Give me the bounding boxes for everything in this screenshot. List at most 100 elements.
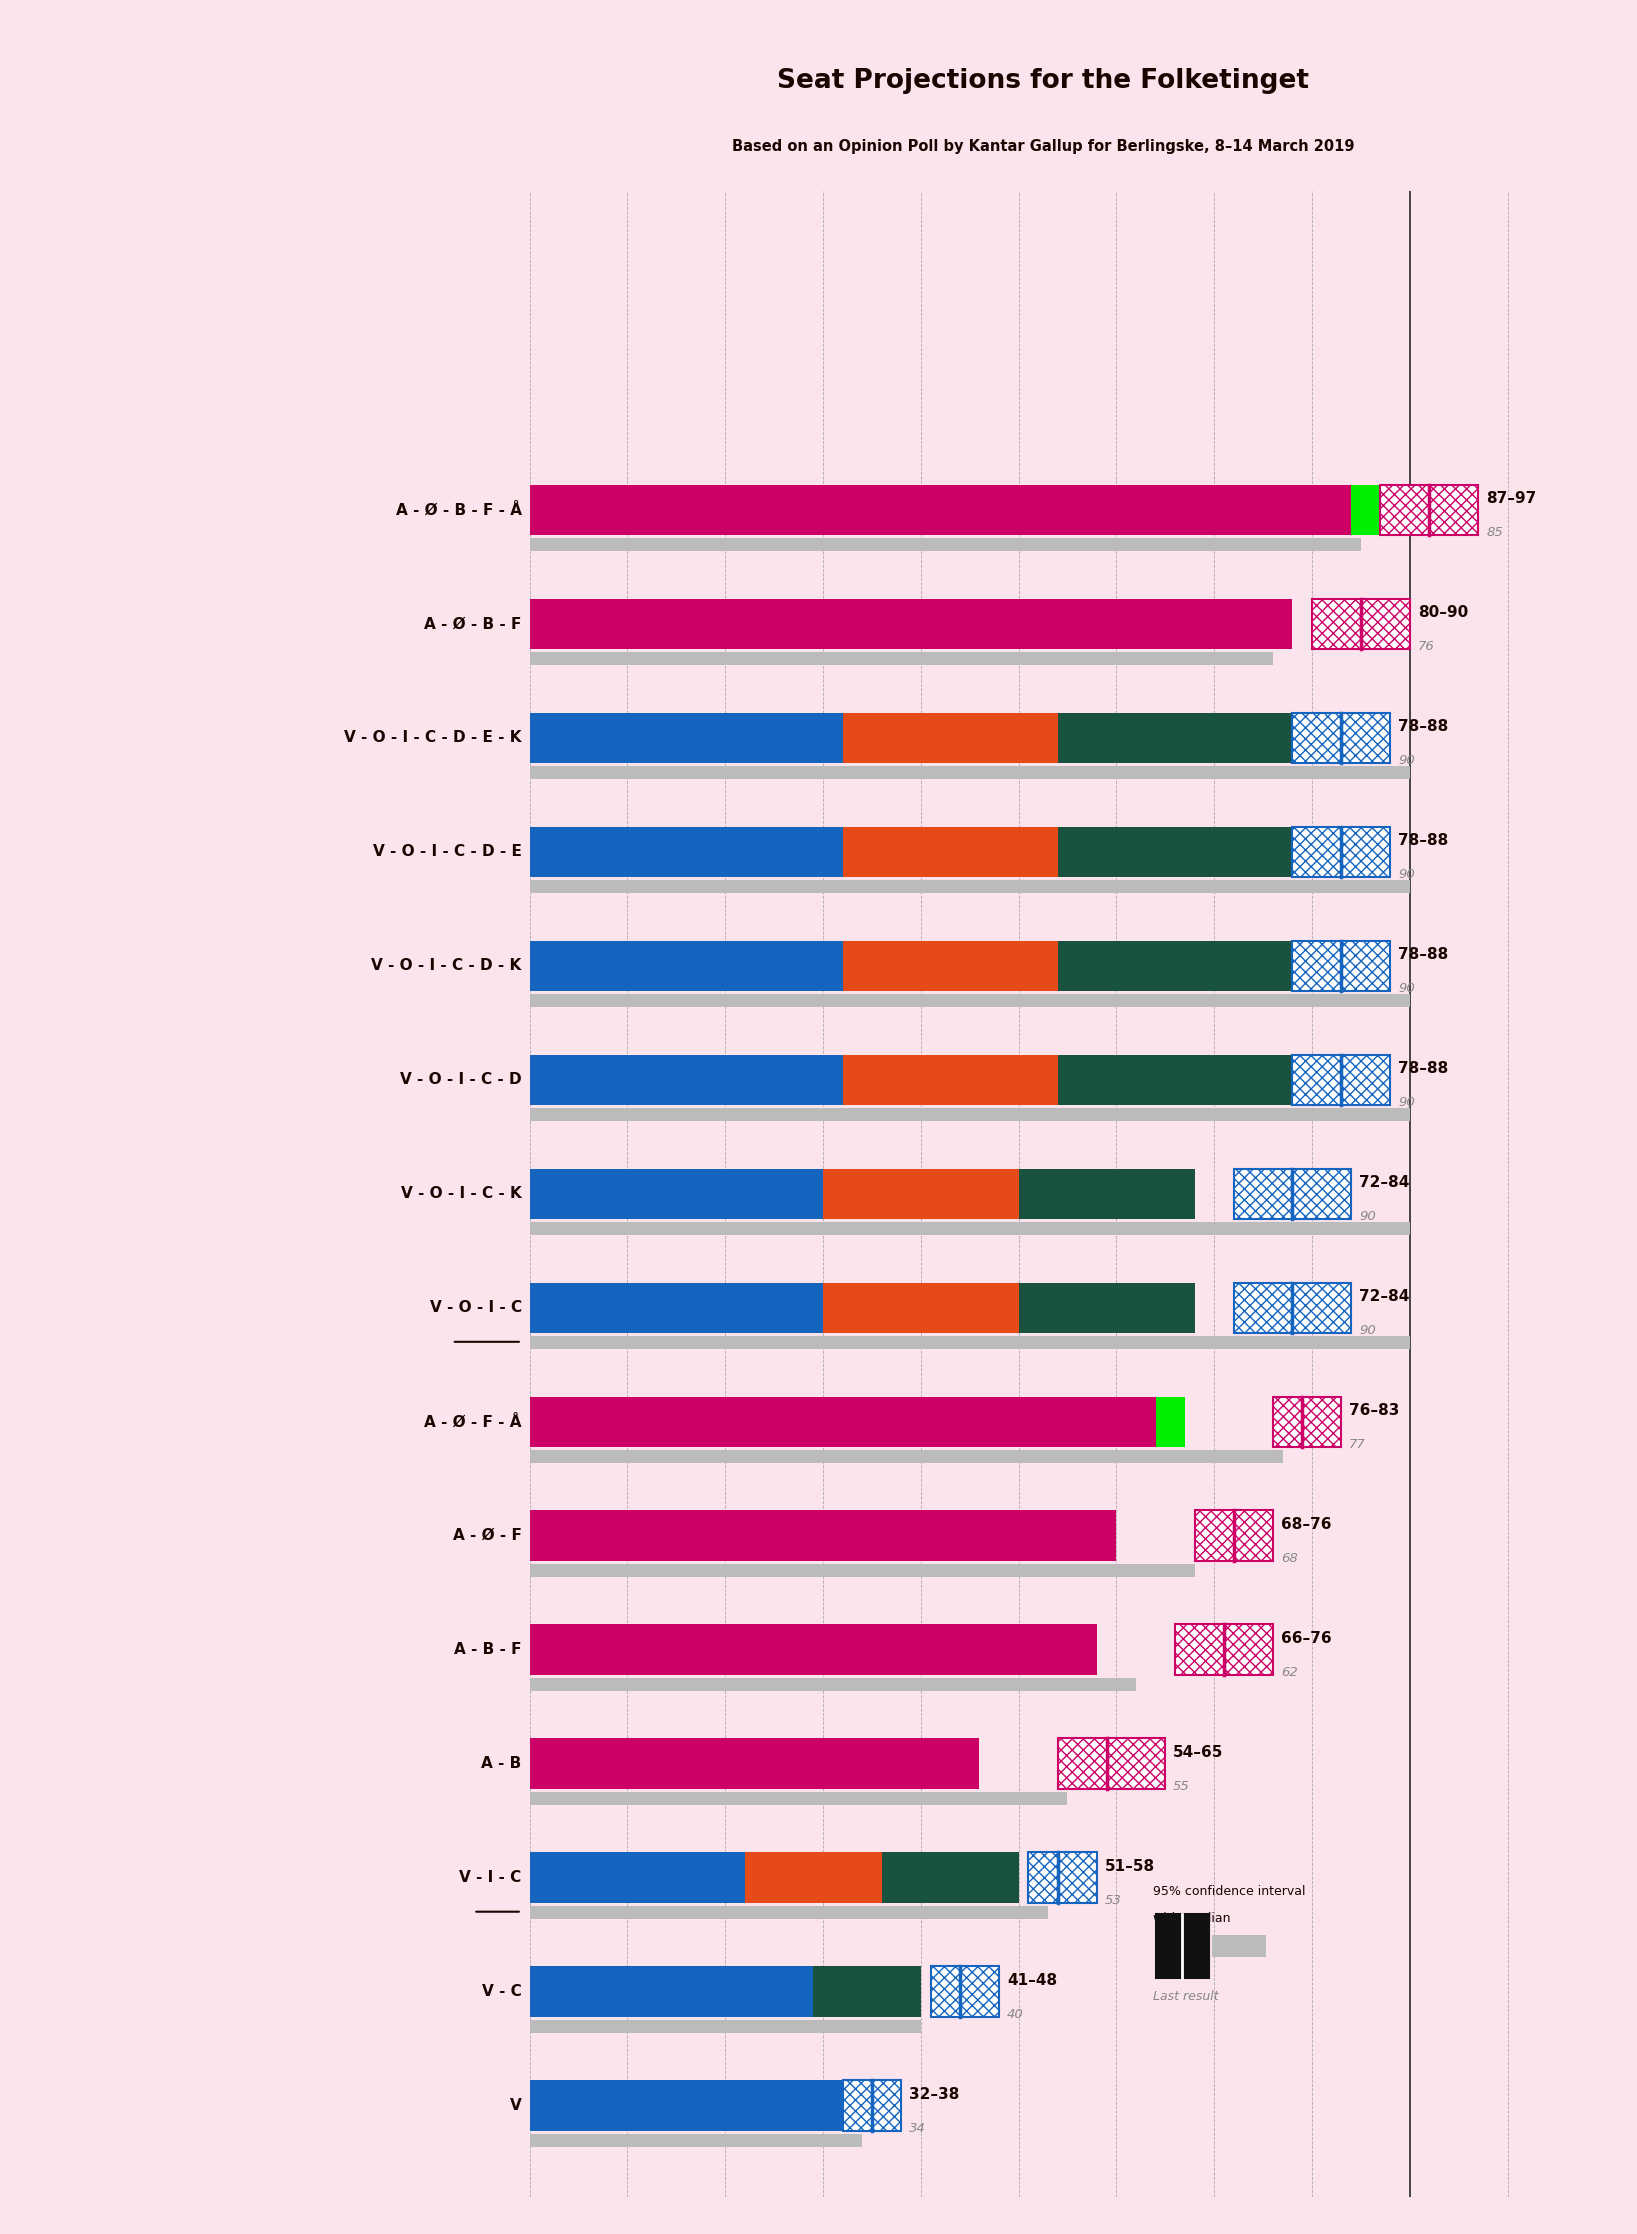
Bar bbox=[529, 485, 1351, 534]
Bar bbox=[529, 1624, 1097, 1676]
Bar bbox=[814, 1966, 920, 2017]
Bar bbox=[529, 1450, 1283, 1463]
Bar bbox=[529, 1678, 1136, 1691]
Bar bbox=[529, 1792, 1067, 1805]
Bar bbox=[1293, 713, 1390, 762]
Text: V - C: V - C bbox=[481, 1984, 522, 1999]
Text: 76–83: 76–83 bbox=[1349, 1403, 1400, 1419]
Text: 62: 62 bbox=[1280, 1667, 1298, 1678]
Bar bbox=[529, 1168, 823, 1220]
Bar bbox=[1195, 1510, 1274, 1562]
Bar bbox=[529, 652, 1274, 666]
Text: V - O - I - C - D - K: V - O - I - C - D - K bbox=[372, 958, 522, 974]
Bar bbox=[1380, 485, 1478, 534]
Text: 55: 55 bbox=[1174, 1780, 1190, 1794]
Bar bbox=[529, 1396, 1156, 1448]
Text: 78–88: 78–88 bbox=[1398, 1061, 1449, 1077]
Text: A - B: A - B bbox=[481, 1756, 522, 1772]
Bar bbox=[1058, 1054, 1293, 1106]
Text: 90: 90 bbox=[1398, 1097, 1414, 1108]
Bar bbox=[1175, 1624, 1274, 1676]
Text: 53: 53 bbox=[1105, 1894, 1121, 1908]
Bar bbox=[745, 1852, 882, 1903]
Text: 90: 90 bbox=[1398, 869, 1414, 880]
Bar bbox=[1028, 1852, 1097, 1903]
Text: A - Ø - B - F: A - Ø - B - F bbox=[424, 617, 522, 632]
Bar bbox=[1213, 1935, 1265, 1957]
Bar bbox=[1293, 1054, 1390, 1106]
Bar bbox=[529, 994, 1409, 1008]
Bar bbox=[529, 1510, 1116, 1562]
Text: A - B - F: A - B - F bbox=[453, 1642, 522, 1658]
Bar bbox=[930, 1966, 999, 2017]
Text: 77: 77 bbox=[1349, 1439, 1365, 1450]
Text: 72–84: 72–84 bbox=[1359, 1175, 1409, 1191]
Bar bbox=[1195, 1510, 1274, 1562]
Bar bbox=[529, 713, 843, 762]
Text: 40: 40 bbox=[1007, 2008, 1023, 2022]
Bar bbox=[529, 599, 1293, 648]
Bar bbox=[843, 941, 1058, 990]
Bar bbox=[843, 2080, 902, 2131]
Text: V - I - C: V - I - C bbox=[460, 1870, 522, 1885]
Bar bbox=[1274, 1396, 1341, 1448]
Bar bbox=[529, 1966, 814, 2017]
Text: 68: 68 bbox=[1280, 1553, 1298, 1564]
Bar bbox=[529, 1054, 843, 1106]
Bar bbox=[843, 1054, 1058, 1106]
Bar bbox=[1380, 485, 1478, 534]
Text: 32–38: 32–38 bbox=[909, 2087, 959, 2102]
Text: 72–84: 72–84 bbox=[1359, 1289, 1409, 1305]
Bar bbox=[1028, 1852, 1097, 1903]
Bar bbox=[529, 766, 1409, 780]
Bar bbox=[1058, 1738, 1166, 1789]
Bar bbox=[529, 827, 843, 876]
Bar bbox=[529, 1738, 979, 1789]
Bar bbox=[843, 827, 1058, 876]
Bar bbox=[930, 1966, 999, 2017]
Bar bbox=[1175, 1624, 1274, 1676]
Text: A - Ø - F - Å: A - Ø - F - Å bbox=[424, 1414, 522, 1430]
Bar bbox=[1274, 1396, 1341, 1448]
Bar bbox=[1058, 713, 1293, 762]
Text: V - O - I - C - D: V - O - I - C - D bbox=[399, 1072, 522, 1088]
Text: 66–76: 66–76 bbox=[1280, 1631, 1331, 1646]
Bar bbox=[1234, 1282, 1351, 1334]
Bar bbox=[1293, 941, 1390, 990]
Bar bbox=[1293, 713, 1390, 762]
Bar bbox=[529, 1222, 1409, 1235]
Bar bbox=[529, 1906, 1048, 1919]
Text: 54–65: 54–65 bbox=[1174, 1745, 1223, 1760]
Bar bbox=[529, 2020, 920, 2033]
Bar bbox=[1293, 941, 1390, 990]
Bar bbox=[1156, 1915, 1210, 1977]
Bar bbox=[1293, 827, 1390, 876]
Text: V - O - I - C: V - O - I - C bbox=[429, 1300, 522, 1316]
Text: 90: 90 bbox=[1398, 755, 1414, 766]
Bar bbox=[529, 941, 843, 990]
Bar bbox=[529, 2080, 843, 2131]
Text: 51–58: 51–58 bbox=[1105, 1859, 1154, 1874]
Text: 41–48: 41–48 bbox=[1007, 1973, 1058, 1988]
Text: 90: 90 bbox=[1359, 1325, 1375, 1336]
Text: V - O - I - C - K: V - O - I - C - K bbox=[401, 1186, 522, 1202]
Text: V: V bbox=[511, 2098, 522, 2113]
Text: V - O - I - C - D - E: V - O - I - C - D - E bbox=[373, 844, 522, 860]
Bar bbox=[1234, 1282, 1351, 1334]
Bar bbox=[529, 880, 1409, 894]
Text: V - O - I - C - D - E - K: V - O - I - C - D - E - K bbox=[344, 731, 522, 746]
Bar bbox=[823, 1282, 1018, 1334]
Bar bbox=[529, 538, 1360, 552]
Bar bbox=[529, 2133, 863, 2147]
Text: 95% confidence interval: 95% confidence interval bbox=[1152, 1885, 1305, 1899]
Bar bbox=[1058, 941, 1293, 990]
Bar bbox=[1311, 599, 1409, 648]
Text: Based on an Opinion Poll by Kantar Gallup for Berlingske, 8–14 March 2019: Based on an Opinion Poll by Kantar Gallu… bbox=[732, 139, 1354, 154]
Bar bbox=[1058, 1738, 1166, 1789]
Text: 76: 76 bbox=[1418, 639, 1434, 652]
Text: 78–88: 78–88 bbox=[1398, 947, 1449, 963]
Bar bbox=[1293, 1054, 1390, 1106]
Text: Last result: Last result bbox=[1152, 1990, 1218, 2004]
Text: 90: 90 bbox=[1398, 983, 1414, 994]
Bar bbox=[843, 713, 1058, 762]
